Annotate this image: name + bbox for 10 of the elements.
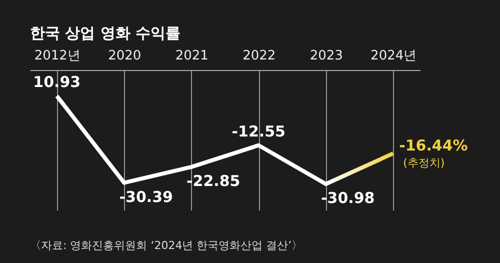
annotation: (추정치)	[403, 156, 445, 170]
text: 〈자료: 영화진흥위원회 ‘2024년 한국영화산업 결산’〉	[30, 239, 303, 252]
chart-title: 한국 상업 영화 수익률	[30, 24, 181, 42]
x-tick-label: 2012년	[34, 48, 80, 64]
x-tick-label: 2020	[108, 48, 142, 64]
x-tick-label: 2023	[310, 48, 343, 64]
data-label: -16.44%	[399, 136, 468, 154]
x-tick-label: 2024년	[370, 48, 417, 64]
x-tick-label: 2022	[242, 48, 276, 64]
x-tick-label: 2021	[175, 48, 208, 64]
